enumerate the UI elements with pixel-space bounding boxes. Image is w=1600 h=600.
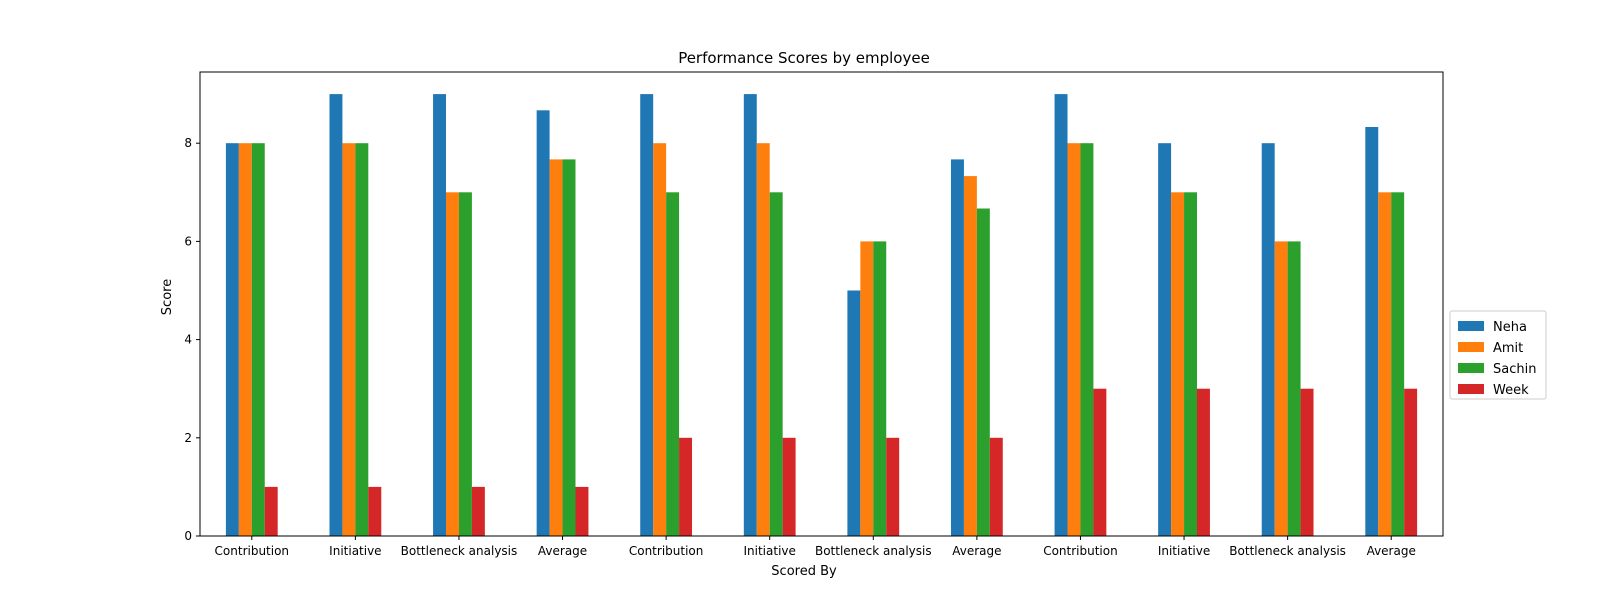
y-tick-label: 8 (184, 136, 192, 150)
bar-week-10 (1300, 388, 1314, 536)
x-tick-label: Contribution (629, 544, 704, 558)
bar-sachin-0 (251, 143, 265, 536)
legend-swatch-amit (1458, 342, 1484, 352)
x-tick-label: Bottleneck analysis (401, 544, 518, 558)
bar-sachin-10 (1287, 241, 1301, 536)
bar-week-4 (679, 437, 693, 536)
x-tick-label: Average (538, 544, 587, 558)
bar-neha-4 (640, 94, 654, 536)
x-tick-label: Average (952, 544, 1001, 558)
bar-neha-10 (1261, 143, 1275, 536)
bar-week-8 (1093, 388, 1107, 536)
bar-week-5 (782, 437, 796, 536)
y-tick-label: 4 (184, 333, 192, 347)
bar-neha-3 (536, 110, 550, 537)
y-tick-label: 6 (184, 234, 192, 248)
bar-sachin-6 (873, 241, 887, 536)
x-tick-label: Initiative (329, 544, 381, 558)
bar-amit-11 (1378, 192, 1392, 536)
bar-sachin-4 (666, 192, 680, 536)
bar-neha-11 (1365, 126, 1379, 537)
bar-amit-3 (549, 159, 563, 537)
legend-swatch-neha (1458, 321, 1484, 331)
y-axis-label: Score (160, 279, 175, 315)
legend-label-amit: Amit (1493, 341, 1523, 356)
x-tick-label: Initiative (1158, 544, 1210, 558)
legend: Neha Amit Sachin Week (1449, 310, 1547, 400)
legend-swatch-sachin (1458, 363, 1484, 373)
bar-amit-9 (1171, 192, 1185, 536)
bar-sachin-11 (1391, 192, 1405, 536)
chart-title: Performance Scores by employee (678, 49, 930, 67)
x-axis-label: Scored By (771, 564, 837, 579)
plot-area (225, 94, 1418, 537)
x-tick-label: Bottleneck analysis (1229, 544, 1346, 558)
legend-box (1449, 310, 1547, 400)
bar-neha-9 (1158, 143, 1172, 536)
y-tick-label: 0 (184, 529, 192, 543)
bar-week-9 (1196, 388, 1210, 536)
bar-sachin-1 (355, 143, 369, 536)
bar-week-0 (264, 486, 278, 536)
x-tick-label: Bottleneck analysis (815, 544, 932, 558)
bar-neha-7 (950, 159, 964, 537)
y-axis: 0 2 4 6 8 (184, 136, 200, 543)
bar-week-6 (886, 437, 900, 536)
bar-amit-2 (446, 192, 459, 536)
bar-week-2 (471, 486, 485, 536)
legend-label-sachin: Sachin (1493, 362, 1536, 377)
x-axis: Contribution Initiative Bottleneck analysi… (215, 536, 1416, 558)
bar-neha-6 (847, 290, 861, 536)
bar-sachin-3 (562, 159, 576, 537)
bar-neha-8 (1054, 94, 1068, 536)
bar-amit-5 (756, 143, 770, 536)
bar-amit-10 (1274, 241, 1288, 536)
plot-frame (199, 71, 1444, 537)
x-tick-label: Average (1367, 544, 1416, 558)
bar-sachin-9 (1184, 192, 1197, 536)
bar-amit-6 (860, 241, 874, 536)
legend-swatch-week (1458, 384, 1484, 394)
bar-week-1 (368, 486, 382, 536)
x-tick-label: Initiative (744, 544, 796, 558)
bar-week-3 (575, 486, 589, 536)
x-tick-label: Contribution (1043, 544, 1118, 558)
x-tick-label: Contribution (215, 544, 290, 558)
bar-week-11 (1404, 388, 1418, 536)
bar-neha-5 (743, 94, 757, 536)
bar-week-7 (989, 437, 1003, 536)
legend-label-neha: Neha (1493, 320, 1527, 335)
legend-label-week: Week (1493, 383, 1529, 398)
bar-neha-1 (329, 94, 343, 536)
bar-amit-7 (963, 176, 977, 536)
bar-sachin-2 (458, 192, 472, 536)
bar-sachin-7 (976, 208, 990, 537)
bar-amit-8 (1067, 143, 1081, 536)
bar-amit-1 (342, 143, 356, 536)
bar-neha-2 (433, 94, 447, 536)
bar-amit-0 (238, 143, 252, 536)
bar-sachin-8 (1080, 143, 1094, 536)
bar-neha-0 (225, 143, 239, 536)
bar-sachin-5 (769, 192, 783, 536)
bar-amit-4 (653, 143, 667, 536)
y-tick-label: 2 (184, 431, 192, 445)
